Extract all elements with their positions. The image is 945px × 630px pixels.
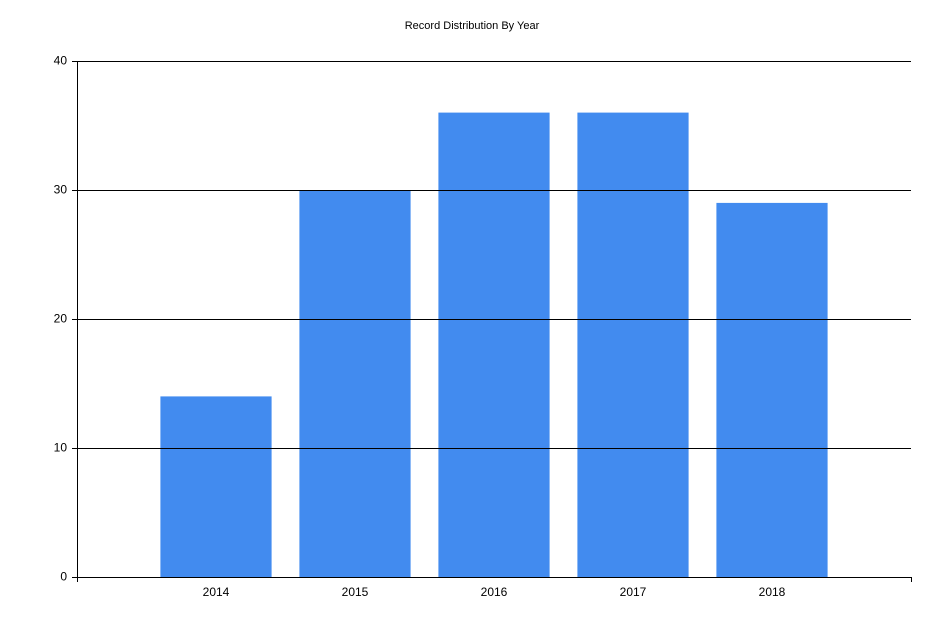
x-tick-label: 2016 [481,585,508,599]
x-tick-label: 2018 [759,585,786,599]
y-tick-label: 20 [54,312,68,326]
bar [716,202,828,577]
y-tick-label: 40 [54,54,68,68]
bar [438,112,550,577]
x-tick-label: 2017 [620,585,647,599]
y-tick-label: 10 [54,441,68,455]
x-tick-label: 2015 [342,585,369,599]
chart-title: Record Distribution By Year [405,20,540,32]
bar [160,396,272,577]
y-tick-label: 0 [60,570,67,584]
bar [577,112,689,577]
bar [299,190,411,577]
x-tick-label: 2014 [203,585,230,599]
y-tick-label: 30 [54,183,68,197]
